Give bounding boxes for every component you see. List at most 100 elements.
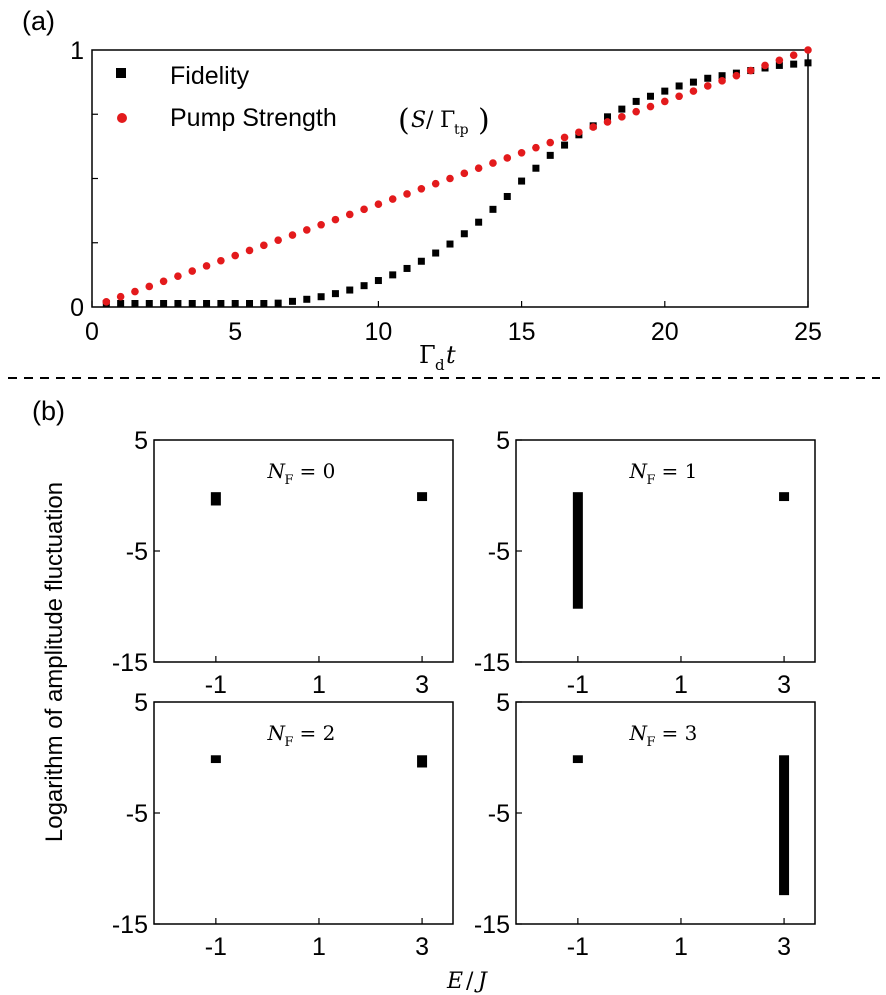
panel-b-xlabel-a: E	[446, 969, 463, 994]
x-tick-label: 0	[85, 318, 99, 346]
legend-pump-paren-close: )	[478, 103, 490, 138]
fidelity-point	[503, 192, 511, 200]
x-tick-label: 1	[312, 933, 326, 961]
pump-point	[317, 220, 325, 229]
legend-pump-marker	[117, 113, 127, 123]
fidelity-point	[145, 300, 153, 307]
pump-point	[174, 272, 182, 280]
fidelity-point	[532, 164, 540, 172]
fidelity-point	[203, 300, 211, 307]
legend-pump-slash: /	[426, 108, 434, 133]
fidelity-point	[188, 300, 196, 307]
fidelity-point	[160, 300, 168, 307]
x-tick-label: 25	[794, 318, 822, 346]
x-tick-label: -1	[567, 671, 589, 699]
pump-point	[202, 262, 211, 270]
amplitude-bar	[417, 492, 428, 502]
panel-a-xlabel-sub: d	[435, 356, 445, 374]
pump-point	[431, 179, 440, 188]
panel-a-xlabel: Γ d t	[419, 341, 456, 374]
amplitude-bar	[210, 755, 221, 764]
fidelity-point	[117, 300, 125, 307]
pump-point	[775, 56, 784, 65]
pump-point	[303, 226, 311, 234]
subplot-label-var: N	[267, 721, 287, 745]
subplot-label-var: N	[267, 459, 287, 483]
y-tick-label: -15	[474, 911, 510, 939]
pump-point	[503, 154, 512, 162]
fidelity-point	[274, 299, 282, 307]
fidelity-point	[632, 97, 640, 105]
fidelity-point	[246, 300, 254, 307]
x-tick-label: 3	[777, 671, 791, 699]
x-tick-label: 3	[777, 933, 791, 961]
pump-point	[618, 113, 626, 121]
pump-point	[260, 241, 268, 250]
fidelity-point	[704, 74, 712, 82]
panel-a-label: (a)	[22, 6, 55, 36]
y-tick-label: -5	[488, 800, 510, 828]
pump-point	[274, 236, 282, 244]
x-tick-label: 1	[674, 933, 688, 961]
fidelity-point	[303, 295, 311, 303]
y-tick-label: 5	[496, 689, 510, 717]
amplitude-bar	[572, 492, 583, 609]
pump-point	[188, 267, 197, 275]
pump-point	[403, 190, 411, 198]
subplot-label-var: N	[629, 459, 649, 483]
fidelity-point	[604, 113, 612, 121]
fidelity-point	[546, 151, 554, 159]
amplitude-bar	[572, 755, 583, 764]
x-tick-label: 3	[415, 933, 429, 961]
x-tick-label: 15	[508, 318, 536, 346]
amplitude-bar	[779, 492, 790, 502]
fidelity-point	[389, 271, 397, 279]
panel-a-xlabel-base: Γ	[419, 341, 436, 369]
fidelity-point	[174, 300, 182, 307]
subplot-label-value: = 2	[300, 721, 336, 745]
pump-point	[245, 246, 254, 255]
fidelity-point	[646, 92, 654, 100]
pump-point	[789, 51, 798, 59]
fidelity-point	[460, 230, 468, 238]
y-tick-label: 1	[70, 37, 84, 65]
panel-b-chart: -1 1 35-5-15N F = 0-1 1 35-5-15N F = 1-1 1 35-5-15…	[41, 427, 816, 994]
y-tick-label: 5	[496, 427, 510, 455]
subplot-nf-2: -1 1 3 5 -5 -15 N F = 2	[112, 689, 454, 961]
legend-pump-unit-b: Γ	[440, 108, 455, 133]
pump-point	[646, 102, 655, 111]
x-tick-label: 1	[674, 671, 688, 699]
fidelity-point	[804, 59, 812, 67]
pump-point	[718, 77, 726, 85]
subplot-nf-1: -1 1 3 5 -5 -15 N F = 1	[474, 427, 816, 699]
fidelity-point	[403, 264, 411, 272]
y-tick-label: 5	[134, 689, 148, 717]
fidelity-point	[561, 141, 569, 149]
pump-point	[560, 133, 569, 142]
fidelity-point	[675, 82, 683, 90]
fidelity-point	[790, 60, 798, 68]
subplot-label-var: N	[629, 721, 649, 745]
legend-fidelity-marker	[116, 68, 126, 78]
fidelity-point	[331, 290, 339, 298]
panel-b-xlabel-b: J	[474, 969, 488, 994]
legend-fidelity-label: Fidelity	[170, 62, 250, 90]
pump-point	[116, 292, 125, 301]
pump-point	[217, 256, 225, 265]
fidelity-point	[317, 293, 325, 301]
y-tick-label: 0	[70, 294, 84, 322]
pump-point	[517, 149, 526, 157]
panel-b-label: (b)	[32, 396, 65, 426]
fidelity-point	[618, 105, 626, 113]
x-tick-label: -1	[205, 671, 227, 699]
pump-point	[546, 138, 555, 147]
pump-point	[532, 143, 540, 152]
pump-point	[159, 277, 168, 286]
fidelity-point	[446, 240, 454, 248]
y-tick-label: -15	[112, 649, 148, 677]
x-tick-label: 20	[651, 318, 679, 346]
pump-point	[589, 123, 597, 131]
x-tick-label: 5	[228, 318, 242, 346]
pump-point	[460, 169, 469, 178]
